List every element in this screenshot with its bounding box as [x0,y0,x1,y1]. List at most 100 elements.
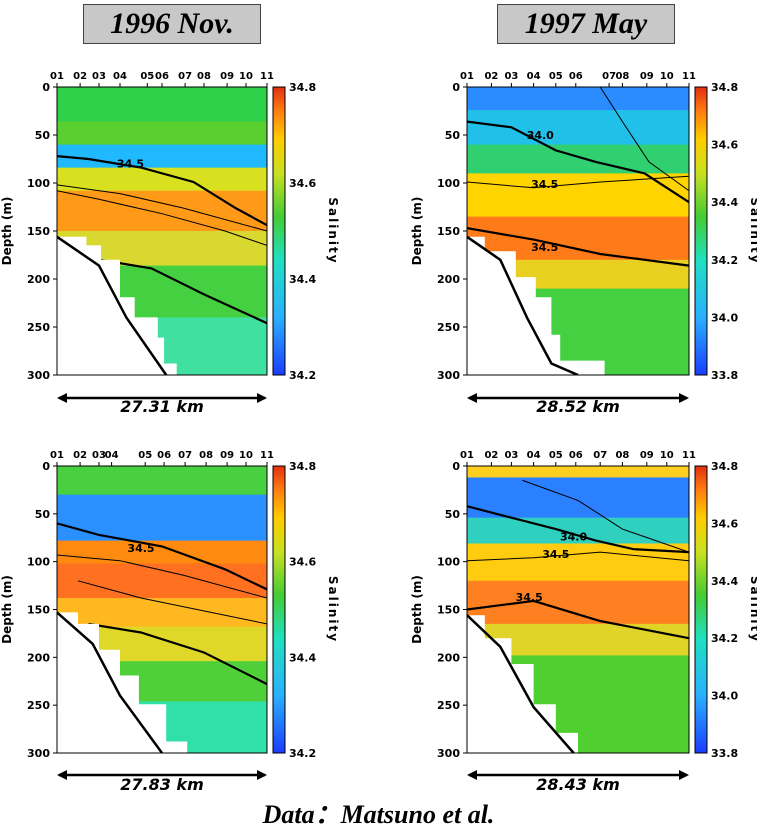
colorbar [272,86,286,376]
station-label: 03 [504,71,518,82]
depth-tick-label: 200 [27,651,50,664]
station-label: 05 [138,450,152,461]
salinity-band [57,167,267,192]
station-label: 09 [640,450,654,461]
depth-tick-label: 150 [27,604,50,617]
station-label: 03 [504,450,518,461]
station-label: 10 [660,71,674,82]
colorbar-tick-label: 33.8 [711,369,738,382]
depth-tick-label: 300 [437,747,460,760]
salinity-field [57,87,267,375]
seafloor-slope [467,235,579,375]
depth-tick-label: 250 [437,321,460,334]
contour-line [467,175,689,189]
seafloor-mask [467,236,605,375]
variable-label: Sal. [63,356,85,370]
contour-line [467,599,689,640]
station-label: 03 [92,450,106,461]
depth-tick-label: 0 [452,460,460,473]
salinity-band [57,87,267,123]
depth-tick-label: 300 [27,747,50,760]
salinity-sections-figure: 34.501 02 03 04 05 06 07 08 09 10 1105010015020025… [0,71,757,790]
depth-tick-label: 250 [27,699,50,712]
station-label: 01 [460,71,474,82]
salinity-band [467,580,689,625]
distance-label: 27.83 km [120,775,204,790]
station-label: 11 [682,71,696,82]
depth-tick-label: 150 [437,604,460,617]
station-label: 02 [73,450,87,461]
depth-tick-label: 0 [42,81,50,94]
seafloor-slope [57,235,168,375]
contour-label: 34.5 [516,591,543,604]
salinity-band [467,110,689,146]
depth-axis-label: Depth (m) [410,575,424,644]
contour-line [57,155,267,227]
salinity-band [57,598,267,628]
station-label: 02 [484,71,498,82]
section-panel-line-b1: 34.0 34.5 34.5 01 02 03 04 05 06 07 08 09 10 11 0 50 100… [410,71,757,416]
seafloor-slope [57,611,164,753]
section-panel-line-b2: 34.0 34.5 34.5 01 02 03 04 05 06 07 08 09 10 11 0 50 100… [410,450,757,790]
depth-tick-label: 50 [35,508,51,521]
distance-label: 28.43 km [536,775,620,790]
seafloor-mask [467,615,578,753]
contour-line [77,580,267,625]
colorbar-tick-label: 34.8 [711,81,738,94]
depth-tick-label: 100 [437,556,460,569]
colorbar-tick-label: 34.8 [711,460,738,473]
colorbar-tick-label: 34.2 [711,632,738,645]
depth-tick-label: 150 [437,225,460,238]
line-label: Line-B2 [473,710,518,724]
variable-label: Sal. [473,356,495,370]
colorbar-tick-label: 34.6 [289,556,316,569]
contour-label: 34.5 [542,548,569,561]
station-label: 01 [460,450,474,461]
contour-line [57,554,267,599]
station-label: 04 [527,450,541,461]
line-label: Line-N2 [63,710,109,724]
salinity-band [467,144,689,174]
title-1997-may: 1997 May [497,4,675,44]
colorbar-tick-label: 34.2 [289,747,316,760]
station-label: 09 [220,71,234,82]
salinity-band [467,87,689,111]
station-label: 05 [549,71,563,82]
station-label: 10 [239,71,253,82]
colorbar-tick-label: 34.4 [289,651,316,664]
station-label: 06 [569,71,583,82]
station-label: 01 [50,450,64,461]
colorbar-tick-label: 34.0 [711,690,738,703]
variable-label: Sal. [473,734,495,748]
station-label: 11 [682,450,696,461]
salinity-band [467,173,689,218]
colorbar-label: Salinity [748,576,757,643]
colorbar-tick-label: 34.8 [289,460,316,473]
salinity-field [57,466,267,753]
contour-line [98,258,267,325]
salinity-band [57,144,267,169]
salinity-band [467,466,689,478]
title-1996-nov: 1996 Nov. [83,4,261,44]
station-label: 08 [197,71,211,82]
contour-line [57,190,267,246]
contour-line [57,184,267,232]
colorbar-tick-label: 34.4 [711,575,738,588]
salinity-band [57,563,267,599]
colorbar-tick-label: 34.6 [289,177,316,190]
depth-tick-label: 250 [27,321,50,334]
depth-tick-label: 50 [35,129,51,142]
distance-label: 27.31 km [120,397,204,416]
salinity-band [57,121,267,146]
station-label: 04 [113,71,127,82]
colorbar [694,465,708,754]
salinity-band [467,543,689,582]
station-label: 11 [260,450,274,461]
line-label: Line-B1 [473,332,518,346]
salinity-field [467,87,689,375]
colorbar-tick-label: 33.8 [711,747,738,760]
contour-line [467,227,689,267]
contour-line [467,505,689,554]
station-label: 06 [569,450,583,461]
